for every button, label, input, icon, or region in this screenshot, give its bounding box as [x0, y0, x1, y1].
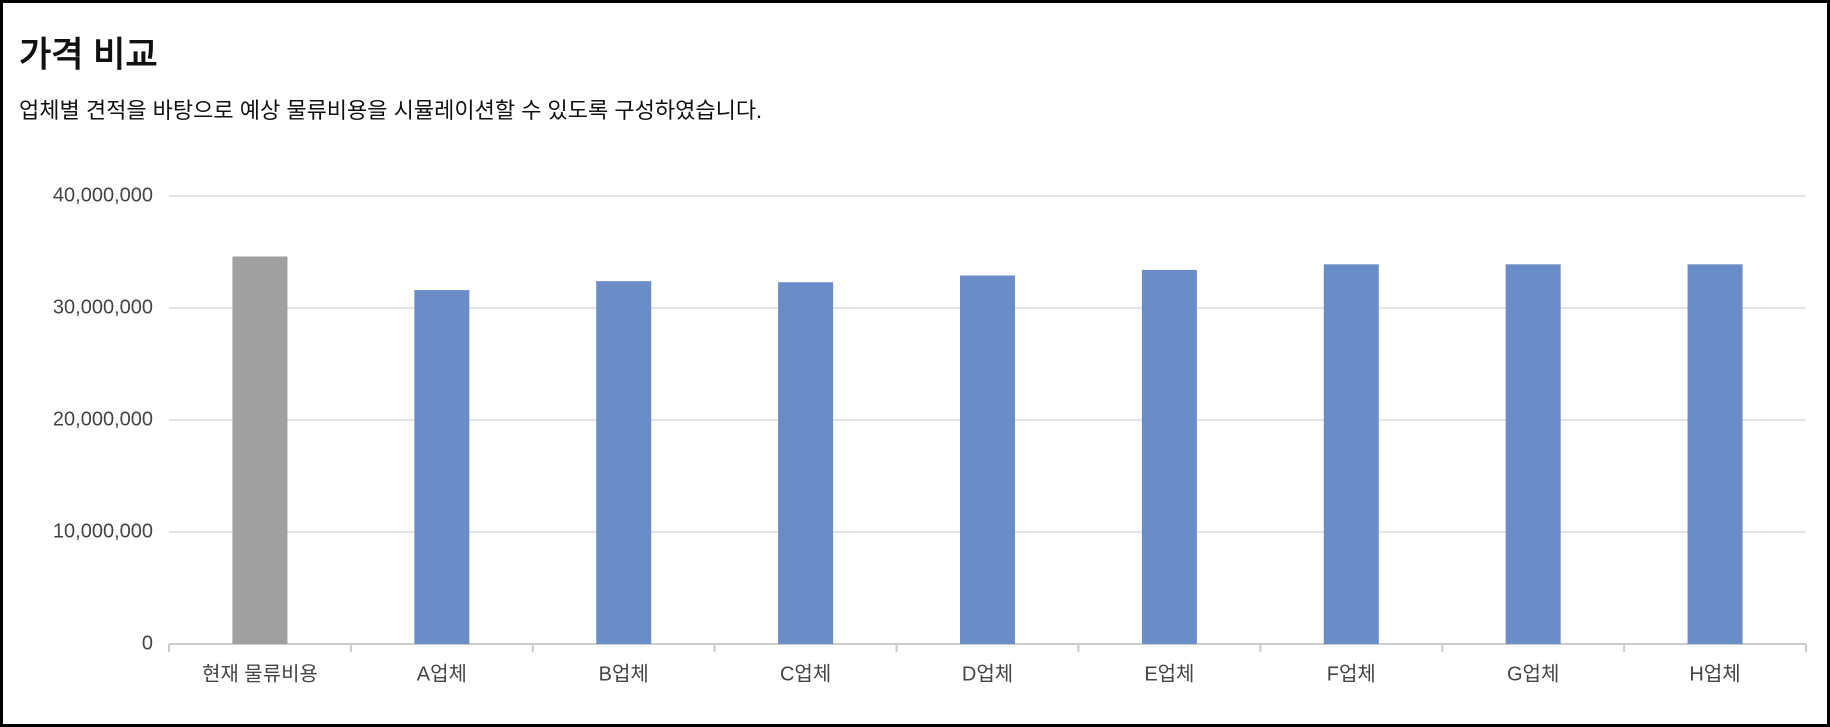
bar — [1505, 264, 1561, 644]
bar — [414, 290, 470, 644]
y-tick-label: 40,000,000 — [53, 184, 153, 206]
bar — [232, 256, 288, 644]
y-tick-label: 30,000,000 — [53, 296, 153, 318]
y-tick-label: 0 — [142, 632, 153, 654]
chart-title: 가격 비교 — [19, 35, 158, 74]
chart-subtitle: 업체별 견적을 바탕으로 예상 물류비용을 시뮬레이션할 수 있도록 구성하였습… — [19, 98, 762, 123]
bar — [1141, 269, 1197, 644]
x-tick-label: G업체 — [1507, 662, 1559, 685]
bar — [596, 281, 652, 644]
bar — [1687, 264, 1743, 644]
x-tick-label: H업체 — [1689, 662, 1740, 685]
x-tick-label: D업체 — [962, 662, 1013, 685]
x-tick-label: C업체 — [780, 662, 831, 685]
bar — [960, 275, 1015, 644]
y-tick-label: 10,000,000 — [53, 520, 153, 542]
x-tick-label: B업체 — [599, 662, 649, 685]
y-tick-label: 20,000,000 — [53, 408, 153, 430]
x-tick-label: A업체 — [417, 662, 467, 685]
bar — [1323, 264, 1379, 644]
x-tick-label: 현재 물류비용 — [202, 662, 318, 685]
bar — [778, 282, 834, 644]
x-tick-label: E업체 — [1144, 662, 1194, 685]
x-tick-label: F업체 — [1327, 662, 1376, 685]
